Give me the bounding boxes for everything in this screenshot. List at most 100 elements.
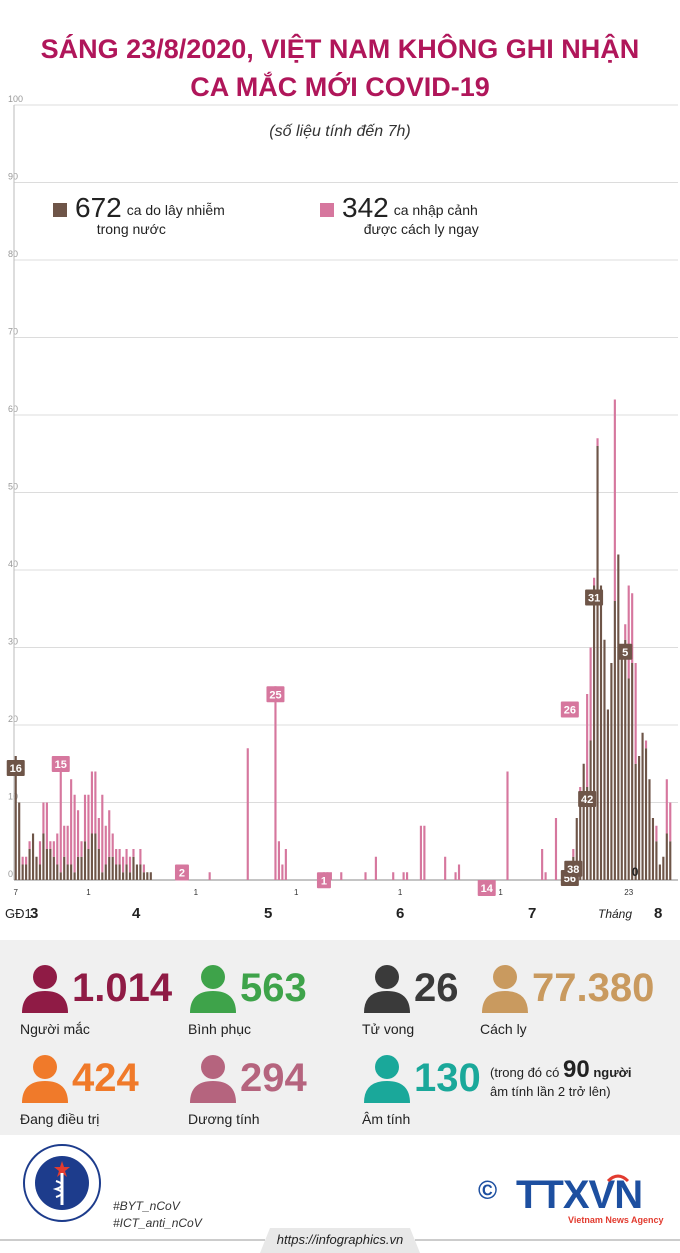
ttxvn-logo: © TTXVN Vietnam News Agency — [478, 1173, 668, 1225]
bar-domestic — [655, 841, 658, 880]
data-label-box — [477, 880, 496, 896]
bar-domestic — [45, 849, 48, 880]
data-label-box — [585, 589, 604, 606]
bar-domestic — [651, 818, 655, 880]
bar-imported — [118, 849, 121, 865]
bar-domestic — [52, 856, 55, 880]
bar-imported — [83, 794, 87, 842]
person-icon — [190, 965, 236, 1013]
bar-domestic — [613, 601, 616, 880]
bar-imported — [42, 802, 45, 834]
y-tick-label: 40 — [8, 559, 18, 569]
data-label: 38 — [567, 864, 579, 876]
bar-domestic — [575, 818, 578, 880]
bar-domestic — [42, 833, 45, 880]
legend-imported-number: 342 — [342, 192, 389, 223]
bar-domestic — [586, 787, 589, 880]
bar-domestic — [617, 554, 620, 880]
bar-domestic — [73, 872, 76, 880]
bar-imported — [101, 794, 104, 873]
person-icon — [364, 965, 410, 1013]
bar-imported — [572, 849, 575, 857]
bar-domestic — [139, 864, 142, 880]
legend-domestic-text1: ca do lây nhiễm — [126, 202, 225, 218]
bar-imported — [111, 833, 114, 857]
bar-domestic — [641, 732, 644, 880]
data-label: 15 — [55, 759, 67, 771]
bar-imported — [364, 872, 367, 880]
y-tick-label: 30 — [8, 637, 18, 647]
bar-imported — [624, 624, 627, 640]
ministry-of-health-logo — [23, 1144, 101, 1222]
y-tick-label: 100 — [8, 95, 23, 104]
bar-imported — [28, 841, 31, 849]
bar-domestic — [125, 864, 128, 880]
person-icon — [482, 965, 528, 1013]
bar-domestic — [627, 678, 630, 880]
data-label: 0 — [632, 865, 639, 879]
bar-imported — [66, 825, 69, 865]
bar-imported — [125, 849, 128, 865]
bar-domestic — [669, 841, 672, 880]
bar-domestic — [128, 872, 132, 880]
y-tick-label: 10 — [8, 792, 18, 802]
site-url[interactable]: https://infographics.vn — [276, 1232, 404, 1247]
bar-imported — [52, 841, 55, 857]
data-label-box — [564, 860, 583, 877]
bar-domestic — [122, 872, 125, 880]
x-day-tick: 1 — [294, 888, 299, 897]
bar-imported — [405, 872, 409, 880]
bar-imported — [444, 856, 447, 880]
stat-quarantine-value: 77.380 — [532, 966, 655, 1010]
bar-imported — [541, 849, 544, 880]
data-label-box — [578, 791, 597, 807]
bar-domestic — [579, 794, 582, 880]
bar-imported — [25, 856, 28, 865]
legend-domestic: 672 ca do lây nhiễm trong nước — [53, 193, 225, 239]
bar-imported — [122, 856, 125, 873]
page-title: SÁNG 23/8/2020, VIỆT NAM KHÔNG GHI NHẬN … — [0, 30, 680, 106]
bar-imported — [392, 872, 395, 880]
note-number: 90 — [563, 1056, 590, 1083]
data-label: 16 — [10, 763, 22, 775]
bar-domestic — [90, 833, 93, 880]
bar-domestic — [146, 872, 149, 880]
bar-domestic — [83, 841, 87, 880]
bar-imported — [340, 872, 343, 880]
bar-domestic — [63, 856, 66, 880]
bar-imported — [38, 841, 42, 865]
bar-domestic — [111, 856, 114, 880]
bar-imported — [76, 810, 80, 857]
bar-imported — [70, 779, 73, 865]
bar-imported — [108, 810, 111, 857]
legend-imported-swatch — [320, 203, 334, 217]
bar-imported — [644, 740, 648, 749]
bar-imported — [613, 399, 616, 601]
bar-imported — [208, 872, 211, 880]
hashtag-ict[interactable]: #ICT_anti_nCoV — [113, 1216, 202, 1230]
stat-positive-value: 294 — [240, 1056, 307, 1100]
bar-domestic — [606, 709, 610, 880]
bar-domestic — [631, 663, 634, 880]
hashtag-byt[interactable]: #BYT_nCoV — [113, 1199, 180, 1213]
bar-imported — [45, 802, 48, 849]
title-line-2: CA MẮC MỚI COVID-19 — [190, 72, 490, 102]
bar-imported — [128, 856, 132, 873]
legend-imported: 342 ca nhập cảnh được cách ly ngay — [320, 193, 479, 239]
data-label-box — [6, 760, 25, 776]
legend-imported-text2: được cách ly ngay — [363, 221, 479, 237]
bar-domestic — [108, 856, 111, 880]
url-bar — [0, 1228, 680, 1253]
x-month-label: 6 — [396, 905, 404, 922]
stat-infected-value: 1.014 — [72, 966, 173, 1010]
bar-domestic — [582, 763, 585, 880]
bar-imported — [104, 825, 107, 865]
person-icon — [364, 1055, 410, 1103]
note-suffix: người — [593, 1065, 632, 1080]
bar-imported — [142, 864, 145, 873]
data-label: 31 — [588, 593, 600, 605]
bar-domestic — [644, 748, 648, 880]
bar-imported — [554, 818, 558, 880]
x-day-tick: 23 — [624, 888, 633, 897]
bar-domestic — [603, 639, 606, 880]
